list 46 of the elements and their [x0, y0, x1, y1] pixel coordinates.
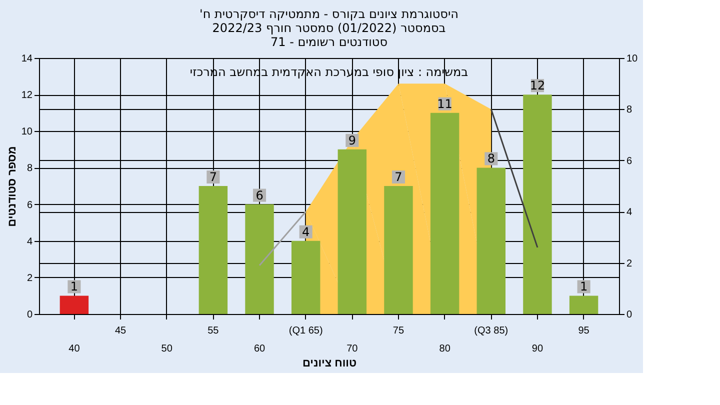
y-tick-label: 12	[21, 90, 33, 102]
y-tick-label: 0	[26, 310, 33, 320]
y-tick-label: 10	[21, 126, 33, 138]
x-tick-label: 80	[439, 344, 451, 354]
x-tick-label: 45	[114, 326, 127, 336]
data-label: 1	[70, 280, 78, 294]
y-tick-label: 8	[26, 163, 33, 174]
y2-tick-label: 2	[626, 258, 632, 270]
y2-tick-label: 0	[626, 310, 632, 320]
data-label: 7	[394, 170, 402, 184]
data-label: 11	[437, 96, 452, 111]
x-tick-label: 55	[208, 326, 220, 336]
x-axis-title: טווח ציונים	[302, 358, 357, 370]
y-tick-label: 4	[26, 236, 33, 248]
data-label: 8	[487, 152, 495, 166]
x-tick-label: 70	[346, 344, 358, 354]
x-tick-label: (Q3 85)	[474, 326, 508, 336]
data-label: 9	[348, 133, 356, 148]
y2-tick-label: 4	[626, 207, 632, 218]
text: בסמסטר (01/2022) סמסטר חורף 2022/23	[212, 21, 446, 35]
x-tick-label: 90	[532, 344, 544, 354]
y-axis-title: מספר סטודנטים	[6, 146, 18, 227]
y2-tick-label: 10	[626, 54, 638, 64]
x-tick-label: 60	[254, 344, 266, 354]
bar	[569, 296, 598, 314]
data-label: 6	[256, 188, 264, 202]
text: 'היסטוגרמת ציונים בקורס - מתמטיקה דיסקרטית ח	[200, 7, 458, 21]
x-tick-label: (Q1 65)	[288, 326, 323, 336]
data-label: 1	[580, 280, 588, 294]
bar	[523, 94, 552, 314]
y-tick-label: 6	[26, 200, 33, 211]
x-tick-label: 40	[68, 344, 80, 354]
data-label: 7	[209, 170, 218, 184]
x-tick-label: 75	[392, 326, 404, 336]
data-label: 12	[530, 78, 546, 93]
y-tick-label: 2	[26, 272, 33, 284]
bar	[245, 204, 274, 314]
x-tick-label: 50	[161, 344, 173, 354]
data-label: 4	[302, 224, 310, 239]
y-tick-label: 14	[21, 54, 33, 64]
y2-tick-label: 6	[626, 156, 632, 167]
text: סטודנטים רשומים - 71	[270, 35, 388, 49]
x-tick-label: 95	[578, 326, 590, 336]
y2-tick-label: 8	[626, 104, 632, 116]
bar	[60, 296, 89, 314]
bar	[198, 186, 228, 314]
